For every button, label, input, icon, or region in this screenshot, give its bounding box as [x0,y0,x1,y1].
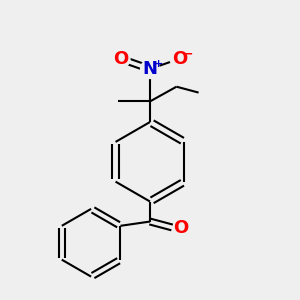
Circle shape [111,49,130,68]
Text: N: N [142,60,158,78]
Circle shape [141,60,159,78]
Text: −: − [183,47,194,61]
Circle shape [170,49,189,68]
Text: O: O [113,50,128,68]
Text: O: O [172,50,187,68]
Text: O: O [174,219,189,237]
Text: +: + [154,59,163,69]
